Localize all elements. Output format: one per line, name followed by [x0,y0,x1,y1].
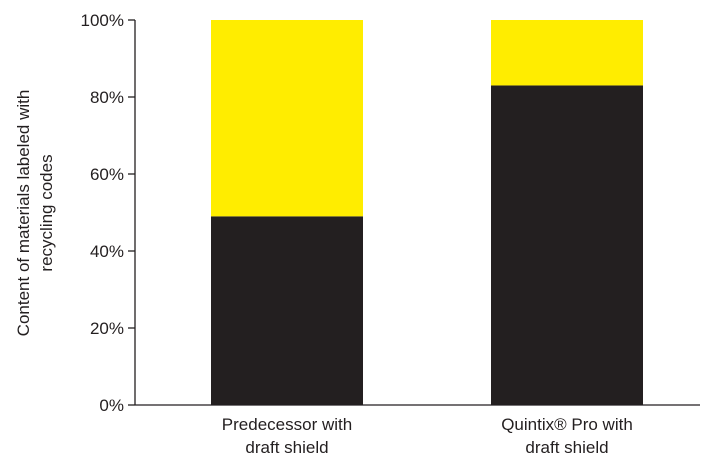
y-ticks: 0% 20% 40% 60% 80% 100% [81,11,135,415]
y-tick-label: 80% [90,88,124,107]
y-tick-label: 60% [90,165,124,184]
x-category-label-line: Quintix® Pro with [501,415,633,434]
y-tick-label: 40% [90,242,124,261]
bar-segment-2-1 [491,85,643,405]
y-tick-label: 20% [90,319,124,338]
x-category-label: Predecessor with draft shield [222,415,352,457]
x-category-label: Quintix® Pro with draft shield [501,415,633,457]
bar-segment-1-2 [211,20,363,217]
y-tick-label: 0% [99,396,124,415]
y-axis-title-text: Content of materials labeled with recycli… [14,90,56,337]
y-axis-title: Content of materials labeled with recycli… [14,90,56,337]
bar-segment-1-1 [211,216,363,405]
axes [134,20,700,406]
y-axis-title-line: Content of materials labeled with [14,90,33,337]
bar-segment-2-2 [491,20,643,86]
x-category-label-line: draft shield [245,438,328,457]
x-category-label-line: Predecessor with [222,415,352,434]
x-category-label-line: draft shield [525,438,608,457]
y-tick-label: 100% [81,11,124,30]
y-axis-title-line: recycling codes [37,154,56,271]
bars [211,20,643,405]
